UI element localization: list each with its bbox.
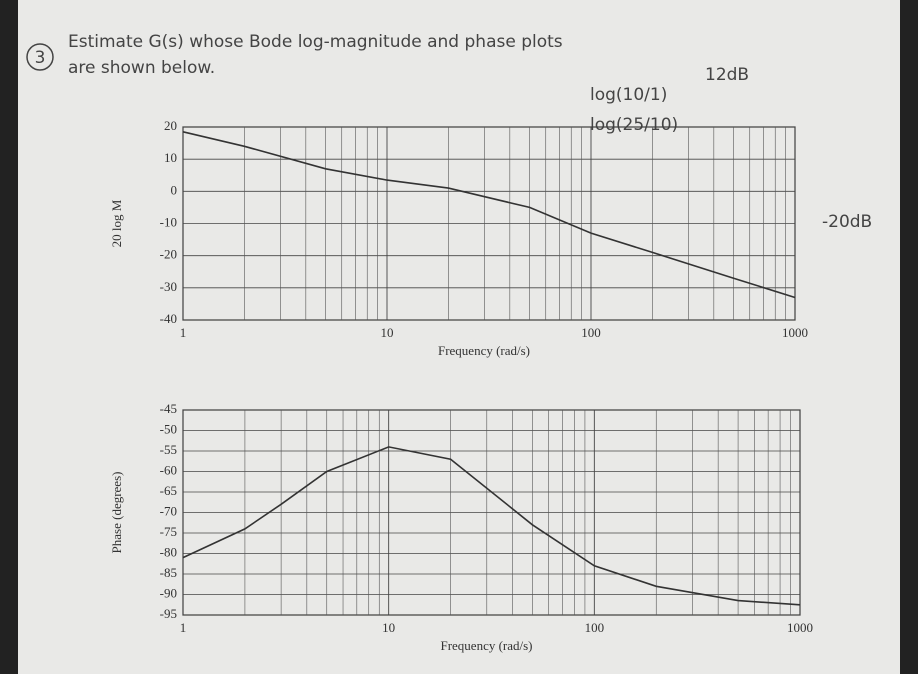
handwritten-note: -20dB	[822, 212, 872, 232]
y-tick-label: -85	[160, 565, 177, 580]
y-tick-label: -90	[160, 585, 177, 600]
x-tick-label: 10	[382, 620, 395, 635]
y-tick-label: -95	[160, 606, 177, 621]
x-axis-label: Frequency (rad/s)	[440, 638, 532, 653]
y-tick-label: -75	[160, 524, 177, 539]
y-axis-label: Phase (degrees)	[109, 472, 124, 554]
x-axis-label: Frequency (rad/s)	[438, 343, 530, 358]
number-circle	[26, 43, 54, 71]
y-tick-label: -10	[160, 214, 177, 229]
data-line	[182, 131, 796, 299]
x-tick-label: 1000	[787, 620, 813, 635]
y-tick-label: 0	[171, 182, 178, 197]
y-tick-label: 20	[164, 118, 177, 133]
handwritten-note: log(10/1)	[590, 85, 667, 105]
problem-text: Estimate G(s) whose Bode log-magnitude a…	[68, 32, 563, 52]
y-axis-label: 20 log M	[109, 199, 124, 247]
x-tick-label: 100	[581, 325, 601, 340]
y-tick-label: -30	[160, 279, 177, 294]
y-tick-label: -60	[160, 462, 177, 477]
paper	[18, 0, 900, 674]
y-tick-label: -45	[160, 401, 177, 416]
y-tick-label: -70	[160, 503, 177, 518]
y-tick-label: -50	[160, 421, 177, 436]
handwritten-note: log(25/10)	[590, 115, 678, 135]
y-tick-label: 10	[164, 150, 177, 165]
data-line	[182, 446, 801, 606]
x-tick-label: 100	[585, 620, 605, 635]
y-tick-label: -55	[160, 442, 177, 457]
x-tick-label: 1000	[782, 325, 808, 340]
problem-number: 3	[35, 48, 46, 68]
x-tick-label: 10	[381, 325, 394, 340]
x-tick-label: 1	[180, 620, 187, 635]
handwritten-note: 12dB	[705, 65, 749, 85]
problem-text: are shown below.	[68, 58, 215, 78]
y-tick-label: -65	[160, 483, 177, 498]
y-tick-label: -40	[160, 311, 177, 326]
x-tick-label: 1	[180, 325, 187, 340]
y-tick-label: -80	[160, 544, 177, 559]
y-tick-label: -20	[160, 247, 177, 262]
